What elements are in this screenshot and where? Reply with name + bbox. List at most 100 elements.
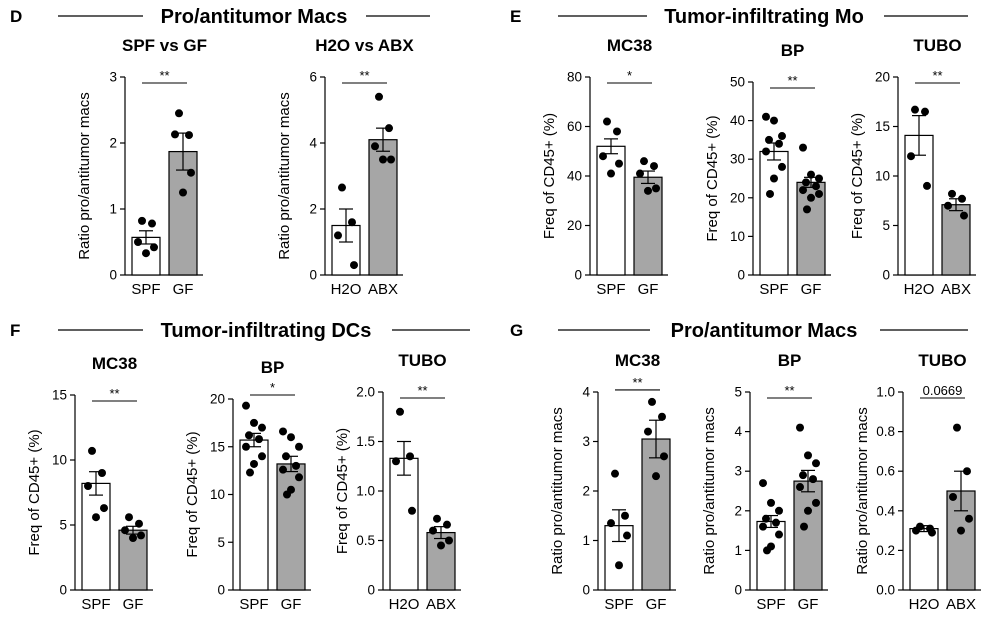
- data-point: [150, 243, 158, 252]
- section-d-header: D Pro/antitumor Macs: [10, 6, 430, 28]
- y-axis-label: Freq of CD45+ (%): [184, 431, 201, 557]
- data-point: [433, 514, 441, 523]
- y-tick-label: 0.2: [876, 543, 895, 558]
- y-axis-label: Freq of CD45+ (%): [849, 113, 866, 239]
- data-point: [759, 522, 767, 531]
- section-e-title: Tumor-infiltrating Mo: [664, 6, 864, 28]
- data-point: [759, 479, 767, 488]
- data-point: [258, 423, 266, 432]
- data-point: [171, 130, 179, 139]
- category-label: GF: [798, 596, 819, 613]
- data-point: [767, 498, 775, 507]
- chart-title: MC38: [607, 36, 652, 55]
- data-point: [815, 174, 823, 183]
- data-point: [92, 513, 100, 522]
- y-axis-label: Ratio pro/antitumor macs: [854, 407, 871, 575]
- y-axis-label: Ratio pro/antitumor macs: [76, 92, 93, 260]
- chart-e-bp: BP Freq of CD45+ (%) 0 10 20 30 40 50 SPF GF **: [704, 41, 831, 298]
- data-point: [812, 182, 820, 191]
- category-label: H2O: [909, 596, 940, 613]
- section-f-header: F Tumor-infiltrating DCs: [10, 320, 470, 342]
- y-tick-label: 0: [109, 268, 117, 283]
- significance-label: **: [632, 375, 642, 390]
- data-point: [650, 162, 658, 171]
- category-label: SPF: [596, 281, 625, 298]
- category-label: GF: [801, 281, 822, 298]
- data-point: [246, 468, 254, 477]
- category-label: H2O: [389, 596, 420, 613]
- significance-label: *: [270, 380, 275, 395]
- data-point: [348, 218, 356, 227]
- chart-title: TUBO: [913, 36, 961, 55]
- y-axis-label: Ratio pro/antitumor macs: [701, 407, 718, 575]
- chart-d-spf-vs-gf: SPF vs GF Ratio pro/antitumor macs 0 1 2 3 SPF…: [76, 36, 207, 298]
- data-point: [928, 528, 936, 537]
- section-e-header: E Tumor-infiltrating Mo: [510, 6, 968, 28]
- category-label: ABX: [426, 596, 456, 613]
- data-point: [815, 189, 823, 198]
- data-point: [375, 92, 383, 101]
- chart-title: MC38: [615, 351, 660, 370]
- y-tick-label: 1.0: [356, 484, 375, 499]
- data-point: [603, 117, 611, 126]
- data-point: [621, 511, 629, 520]
- data-point: [121, 526, 129, 535]
- section-g-title: Pro/antitumor Macs: [671, 320, 858, 342]
- data-point: [443, 520, 451, 529]
- data-point: [445, 536, 453, 545]
- y-tick-label: 15: [210, 439, 225, 454]
- y-tick-label: 0: [59, 583, 67, 598]
- y-tick-label: 0.4: [876, 503, 895, 518]
- category-label: ABX: [368, 281, 398, 298]
- data-point: [658, 412, 666, 421]
- chart-g-bp: BP Ratio pro/antitumor macs 0 1 2 3 4 5 SPF GF **: [701, 351, 828, 613]
- data-point: [185, 131, 193, 140]
- data-point: [804, 451, 812, 460]
- category-label: GF: [638, 281, 659, 298]
- data-point: [948, 189, 956, 198]
- y-tick-label: 5: [734, 385, 742, 400]
- data-point: [408, 506, 416, 515]
- section-f-title: Tumor-infiltrating DCs: [161, 320, 372, 342]
- data-point: [255, 435, 263, 444]
- chart-title: BP: [261, 358, 285, 377]
- data-point: [812, 459, 820, 468]
- data-point: [187, 168, 195, 177]
- data-point: [179, 188, 187, 197]
- y-axis-label: Ratio pro/antitumor macs: [276, 92, 293, 260]
- data-point: [396, 407, 404, 416]
- bar: [909, 528, 939, 591]
- category-label: SPF: [131, 281, 160, 298]
- category-label: ABX: [941, 281, 971, 298]
- data-point: [762, 147, 770, 156]
- data-point: [599, 152, 607, 161]
- y-tick-label: 20: [730, 190, 745, 205]
- y-tick-label: 0.6: [876, 464, 895, 479]
- y-tick-label: 0: [582, 583, 590, 598]
- chart-title: SPF vs GF: [122, 36, 207, 55]
- y-tick-label: 15: [52, 388, 67, 403]
- y-axis-label: Freq of CD45+ (%): [26, 429, 43, 555]
- y-tick-label: 1.0: [876, 385, 895, 400]
- data-point: [812, 498, 820, 507]
- data-point: [775, 530, 783, 539]
- significance-label: **: [787, 73, 797, 88]
- section-g-header: G Pro/antitumor Macs: [510, 320, 968, 342]
- data-point: [636, 169, 644, 178]
- chart-e-mc38: MC38 Freq of CD45+ (%) 0 20 40 60 80 SPF GF *: [541, 36, 668, 298]
- y-tick-label: 5: [882, 218, 890, 233]
- data-point: [242, 442, 250, 451]
- data-point: [765, 135, 773, 144]
- y-tick-label: 6: [309, 70, 317, 85]
- bar: [596, 145, 626, 276]
- bar: [276, 463, 306, 591]
- data-point: [135, 519, 143, 528]
- y-tick-label: 5: [217, 535, 225, 550]
- data-point: [615, 561, 623, 570]
- data-point: [295, 473, 303, 482]
- significance-label: *: [627, 68, 632, 83]
- category-label: H2O: [904, 281, 935, 298]
- data-point: [279, 465, 287, 474]
- data-point: [134, 238, 142, 246]
- y-tick-label: 0: [882, 268, 890, 283]
